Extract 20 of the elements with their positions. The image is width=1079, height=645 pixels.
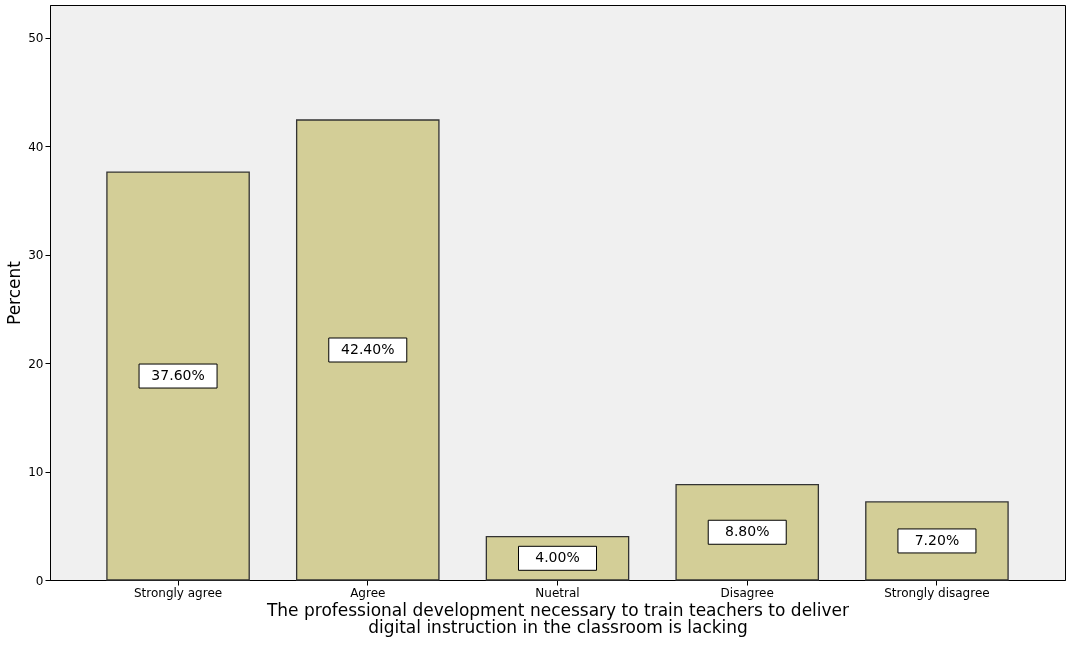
y-axis-title: Percent [4,260,25,325]
y-tick-label: 50 [28,31,44,46]
x-tick-label: Agree [350,585,386,600]
bar [295,119,440,581]
x-tick-label: Nuetral [535,585,580,600]
x-tick-label: Strongly disagree [884,585,990,600]
y-tick-label: 10 [28,465,44,480]
x-axis-title: The professional development necessary to train teachers to deliver digital instruction in the classroom is lacking [265,599,850,637]
y-tick-label: 20 [28,356,44,371]
y-tick-label: 0 [35,573,44,588]
bar [106,171,250,581]
data-label: 8.80% [724,523,770,540]
data-label: 37.60% [151,367,205,384]
x-tick-label: Strongly agree [133,585,223,600]
x-tick-label: Disagree [720,585,774,600]
y-tick-label: 40 [28,139,44,154]
data-label: 42.40% [341,341,395,357]
y-tick-label: 30 [28,248,44,263]
data-label: 7.20% [914,531,960,548]
data-label: 4.00% [535,549,580,566]
